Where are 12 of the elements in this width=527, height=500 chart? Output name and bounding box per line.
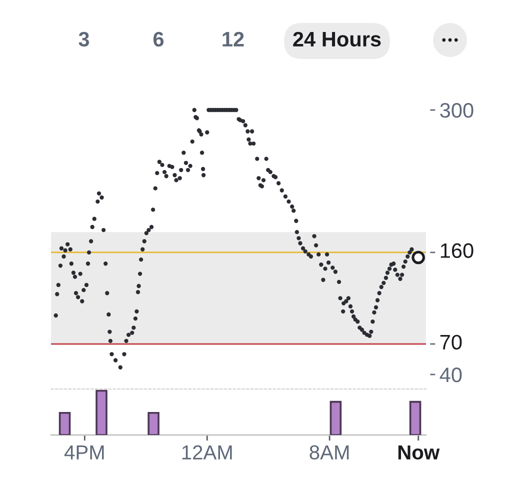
text: 12: [222, 32, 244, 46]
text: 6: [153, 32, 164, 47]
y-tick-label: 40: [440, 368, 462, 382]
ref-line-label: 160: [440, 243, 474, 258]
y-tick-label: 300: [440, 103, 474, 118]
chart-title: 24 Hours: [293, 32, 381, 47]
x-tick-label: 4PM: [64, 445, 104, 460]
x-tick-label: Now: [398, 445, 440, 460]
ref-line-label: 70: [440, 334, 462, 350]
x-tick-label: 8AM: [310, 445, 349, 460]
text: 3: [78, 32, 90, 47]
x-tick-label: 12AM: [182, 445, 232, 460]
